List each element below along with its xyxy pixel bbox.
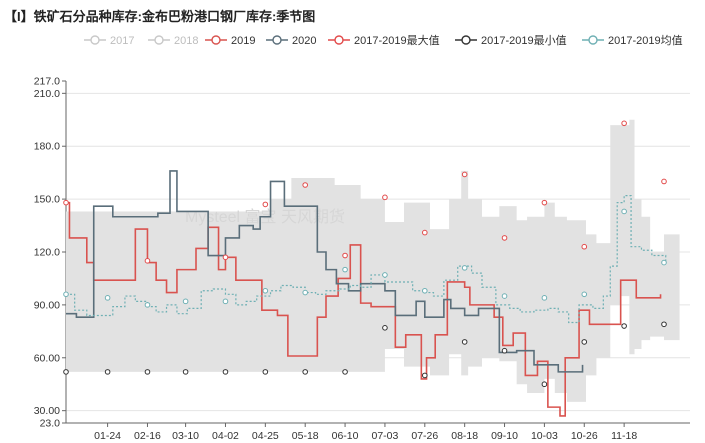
x-tick-label: 07-26 [411,430,438,442]
max-marker [621,120,627,127]
min-marker [501,347,508,354]
legend-label: 2017 [110,35,134,47]
avg-marker [144,302,151,308]
range-band-area [66,119,680,402]
avg-marker [222,298,229,305]
max-marker [222,254,229,261]
legend-label: 2018 [174,35,198,47]
min-marker [621,323,627,329]
avg-marker [581,291,588,298]
max-marker [461,171,468,178]
avg-marker [661,259,667,266]
max-marker [661,178,667,185]
max-marker [541,199,548,206]
min-marker [222,369,229,375]
min-marker [144,369,151,375]
min-marker [461,339,468,345]
avg-marker [302,289,309,296]
y-tick-label: 210.0 [34,88,60,100]
min-marker [661,321,667,328]
series-line-2019 [66,201,662,417]
y-tick-label: 30.00 [34,405,60,417]
min-marker [302,369,309,375]
x-tick-label: 07-03 [372,430,399,442]
min-marker [182,369,189,375]
avg-marker [422,287,428,294]
max-marker [302,182,309,188]
legend-label: 2017-2019最小值 [481,34,567,47]
x-tick-label: 04-25 [252,430,279,442]
legend-label: 2017-2019均值 [608,34,683,47]
legend-marker [334,35,344,45]
y-tick-label: 60.00 [34,352,60,364]
min-marker [581,339,588,345]
min-marker [342,369,348,375]
y-tick-label: 120.0 [34,247,60,259]
legend-item[interactable]: 2017-2019最大值 [328,33,440,47]
min-marker [104,369,111,375]
y-tick-label: 150.0 [34,194,60,206]
legend-marker [588,35,598,45]
avg-marker [262,287,269,294]
x-tick-label: 06-10 [332,430,359,442]
legend-label: 2019 [231,35,255,47]
max-marker [422,229,428,236]
x-tick-label: 08-18 [451,430,478,442]
x-tick-label: 11-18 [611,430,637,442]
avg-marker [104,295,111,301]
legend-item[interactable]: 2017-2019均值 [582,34,683,47]
min-marker [262,369,269,375]
max-marker [382,194,388,201]
y-tick-label: 180.0 [34,141,60,153]
x-tick-label: 05-18 [292,430,319,442]
avg-marker [63,291,69,298]
chart-title: 【I】铁矿石分品种库存:金布巴粉港口钢厂库存:季节图 [4,9,316,24]
legend-item[interactable]: 2018 [148,35,198,47]
y-tick-label: 23.0 [40,418,61,430]
min-marker [541,381,548,388]
avg-marker [461,265,468,271]
max-marker [63,199,69,206]
legend-item[interactable]: 2020 [266,35,316,47]
x-tick-label: 10-03 [531,430,558,442]
avg-marker [621,208,627,215]
max-marker [501,235,508,241]
series-line-2017-2019均值 [66,194,667,324]
x-tick-label: 09-10 [491,430,518,442]
min-marker [422,372,428,379]
avg-marker [541,295,548,301]
legend-marker [154,35,164,45]
min-marker [63,369,69,375]
x-tick-label: 10-26 [571,430,598,442]
legend-marker [90,35,100,45]
avg-marker [182,298,189,305]
legend-item[interactable]: 2019 [205,35,255,47]
x-tick-label: 03-10 [172,430,199,442]
avg-marker [501,293,508,299]
avg-marker [342,266,348,273]
legend-item[interactable]: 2017-2019最小值 [455,34,567,47]
x-tick-label: 04-02 [212,430,239,442]
legend-label: 2020 [292,35,316,47]
y-tick-label: 217.0 [34,76,60,88]
legend-item[interactable]: 2017 [84,35,134,47]
max-marker [262,201,269,208]
x-tick-label: 01-24 [94,430,121,442]
series-line-2020 [66,170,584,373]
legend-marker [461,35,471,45]
y-tick-label: 90.00 [34,299,60,311]
legend-marker [272,35,282,45]
min-marker [382,325,388,331]
x-tick-label: 02-16 [134,430,161,442]
max-marker [581,243,588,250]
max-marker [144,258,151,264]
avg-marker [382,272,388,278]
legend-marker [211,35,221,45]
legend-label: 2017-2019最大值 [354,33,440,47]
max-marker [342,252,348,259]
